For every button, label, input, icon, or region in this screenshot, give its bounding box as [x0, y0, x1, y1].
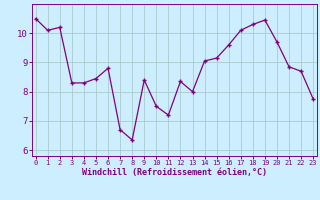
- X-axis label: Windchill (Refroidissement éolien,°C): Windchill (Refroidissement éolien,°C): [82, 168, 267, 177]
